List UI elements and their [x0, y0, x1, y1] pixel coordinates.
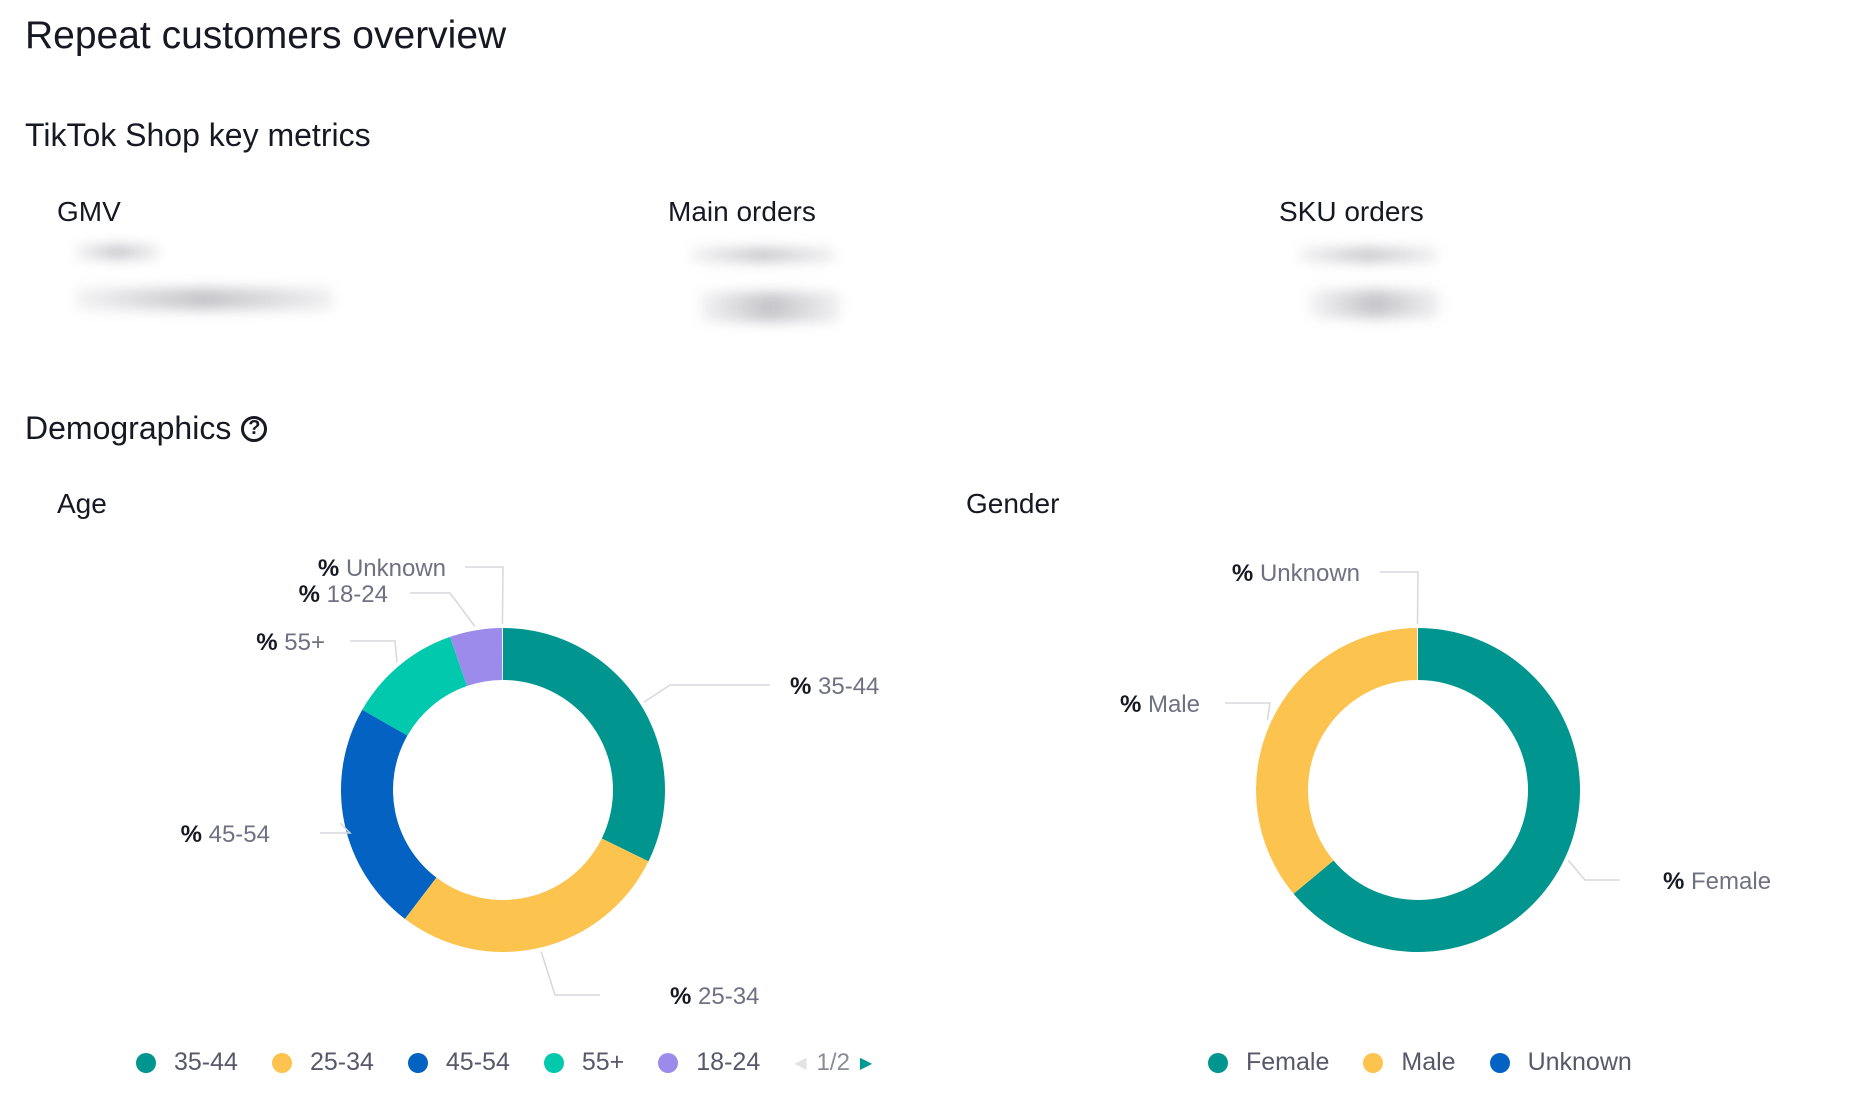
- metric-main-orders-redacted-top: [690, 248, 835, 262]
- legend-item-25-34[interactable]: 25-34: [271, 1048, 374, 1077]
- slice-label: % 25-34: [670, 983, 759, 1010]
- leader-line: [643, 684, 770, 703]
- legend-item-unknown[interactable]: Unknown: [1489, 1048, 1632, 1077]
- legend-swatch: [1208, 1052, 1228, 1073]
- metric-sku-orders-value-redacted: [1310, 290, 1440, 318]
- donut-slice-25-34[interactable]: [404, 838, 649, 952]
- legend-label: Unknown: [1527, 1048, 1632, 1076]
- legend-label: 55+: [581, 1048, 625, 1076]
- slice-label: % Unknown: [318, 555, 446, 582]
- age-chart-title: Age: [57, 488, 107, 519]
- legend-swatch: [658, 1052, 679, 1073]
- key-metrics-title: TikTok Shop key metrics: [25, 117, 371, 153]
- leader-line: [320, 822, 352, 834]
- legend-label: Female: [1246, 1048, 1330, 1076]
- metric-gmv-value-redacted: [75, 288, 333, 310]
- demographics-title: Demographics: [25, 410, 232, 446]
- legend-swatch: [136, 1052, 156, 1073]
- legend-label: 25-34: [309, 1048, 374, 1076]
- legend-item-35-44[interactable]: 35-44: [136, 1048, 238, 1077]
- legend-item-45-54[interactable]: 45-54: [407, 1048, 510, 1077]
- question-circle-icon[interactable]: ?: [241, 415, 268, 442]
- donut-slice-55-[interactable]: [362, 636, 467, 736]
- pager-page-label: 1/2: [816, 1048, 850, 1076]
- page-title: Repeat customers overview: [25, 14, 507, 57]
- legend-item-18-24[interactable]: 18-24: [658, 1048, 760, 1077]
- age-legend: 35-44 25-34 45-54 55+ 18-24 ◀ 1/2 ▶: [136, 1048, 872, 1077]
- legend-item-male[interactable]: Male: [1363, 1048, 1456, 1077]
- legend-swatch: [271, 1052, 292, 1073]
- leader-line: [410, 592, 476, 627]
- legend-label: 45-54: [445, 1048, 510, 1076]
- gender-chart-title: Gender: [966, 488, 1060, 519]
- pager-prev-icon[interactable]: ◀: [794, 1054, 807, 1072]
- gender-donut-chart: % Female % Male % Unknown: [1120, 560, 1771, 952]
- metric-gmv-label: GMV: [57, 196, 121, 227]
- leader-line: [1225, 702, 1271, 721]
- slice-label: % 35-44: [790, 673, 879, 700]
- slice-label: % 55+: [256, 629, 325, 656]
- legend-label: Male: [1401, 1048, 1456, 1076]
- metric-sku-orders-label: SKU orders: [1279, 196, 1424, 227]
- slice-label: % Female: [1663, 868, 1771, 895]
- slice-label: % Male: [1120, 691, 1200, 718]
- leader-line: [1567, 859, 1620, 881]
- age-donut-chart: % 35-44 % 25-34 % 45-54 % 55+ % 18-24% Unkno…: [181, 555, 880, 1010]
- donut-slice-male[interactable]: [1256, 628, 1418, 894]
- donut-slice-18-24[interactable]: [449, 628, 503, 687]
- metric-main-orders-label: Main orders: [668, 196, 816, 227]
- leader-line: [465, 566, 504, 625]
- legend-swatch: [1489, 1052, 1510, 1073]
- metric-sku-orders-redacted-top: [1298, 248, 1438, 262]
- demographics-header: Demographics ?: [25, 410, 268, 447]
- leader-line: [1380, 571, 1419, 625]
- leader-line: [350, 640, 398, 663]
- slice-label: % 45-54: [181, 821, 270, 848]
- slice-label: % 18-24: [299, 581, 388, 608]
- donut-slice-35-44[interactable]: [503, 628, 665, 862]
- slice-label: % Unknown: [1232, 560, 1360, 587]
- donut-slice-female[interactable]: [1293, 628, 1580, 952]
- gender-legend: Female Male Unknown: [1208, 1048, 1666, 1077]
- legend-pager: ◀ 1/2 ▶: [794, 1049, 872, 1077]
- donut-slice-45-54[interactable]: [340, 709, 437, 919]
- metric-gmv-redacted-top: [75, 245, 160, 259]
- leader-line: [540, 951, 600, 996]
- legend-swatch: [407, 1052, 428, 1073]
- legend-label: 18-24: [696, 1048, 761, 1076]
- metric-main-orders-value-redacted: [700, 292, 840, 322]
- legend-label: 35-44: [174, 1048, 238, 1076]
- legend-swatch: [1363, 1052, 1384, 1073]
- legend-swatch: [543, 1052, 564, 1073]
- pager-next-icon[interactable]: ▶: [859, 1054, 873, 1072]
- legend-item-female[interactable]: Female: [1208, 1048, 1329, 1077]
- legend-item-55-plus[interactable]: 55+: [543, 1048, 625, 1077]
